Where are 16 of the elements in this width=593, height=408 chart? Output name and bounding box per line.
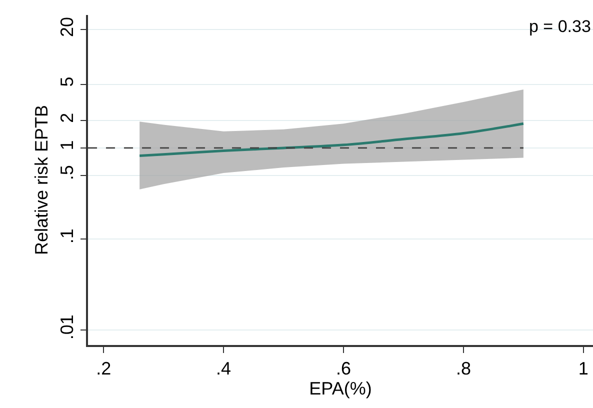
y-tick-label: 5 xyxy=(57,76,78,87)
y-tick-label: .5 xyxy=(57,165,78,180)
y-axis-title: Relative risk EPTB xyxy=(32,104,52,256)
x-tick-label: .2 xyxy=(96,358,112,378)
y-tick-label: .1 xyxy=(57,228,78,244)
x-tick-label: .4 xyxy=(216,358,232,378)
x-tick-label: 1 xyxy=(578,358,588,378)
x-tick-label: .8 xyxy=(456,358,471,378)
y-tick-label: 1 xyxy=(57,140,78,150)
x-tick-label: .6 xyxy=(336,358,352,378)
y-tick-label: 20 xyxy=(57,16,78,37)
x-axis-title: EPA(%) xyxy=(309,378,372,398)
line-series xyxy=(138,122,525,158)
y-tick-label: 2 xyxy=(57,112,78,123)
annotation: p = 0.33 xyxy=(529,17,591,36)
y-tick-label: .01 xyxy=(57,314,78,340)
